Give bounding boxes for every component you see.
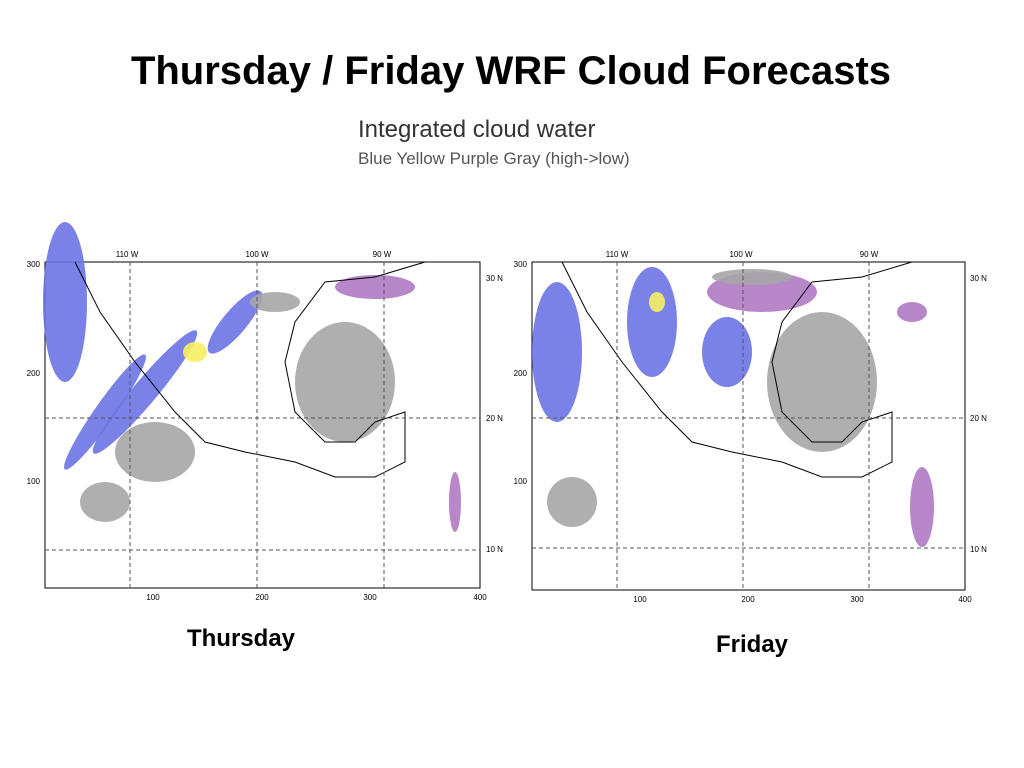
grid-y-label: 100 [27, 477, 41, 486]
latitude-label: 10 N [970, 545, 987, 554]
cloud-area [80, 482, 130, 522]
cloud-area [627, 267, 677, 377]
grid-y-label: 100 [514, 477, 528, 486]
slide-title: Thursday / Friday WRF Cloud Forecasts [131, 49, 891, 93]
cloud-area [449, 472, 461, 532]
longitude-label: 100 W [245, 250, 269, 259]
cloud-area [64, 354, 146, 470]
cloud-area [702, 317, 752, 387]
cloud-area [532, 282, 582, 422]
map-frame [531, 261, 966, 591]
subtitle-line: Blue Yellow Purple Gray (high->low) [358, 149, 630, 168]
longitude-label: 100 W [729, 250, 753, 259]
cloud-area [767, 312, 877, 452]
latitude-label: 30 N [970, 274, 987, 283]
map: 110 W 100 W 90 W 30 N 20 N 10 N 300 200 100 100 20… [514, 250, 987, 604]
latitude-label: 10 N [486, 545, 503, 554]
cloud-area [183, 342, 207, 362]
latitude-label: 20 N [970, 414, 987, 423]
cloud-area [92, 330, 198, 454]
grid-y-label: 300 [514, 260, 528, 269]
longitude-label: 110 W [606, 250, 629, 259]
coastline [561, 261, 913, 478]
cloud-area [547, 477, 597, 527]
subtitle-line: Integrated cloud water [358, 116, 595, 143]
cloud-area [897, 302, 927, 322]
cloud-area [207, 290, 263, 354]
grid-x-label: 100 [146, 593, 160, 602]
grid-y-label: 300 [27, 260, 41, 269]
latitude-label: 30 N [486, 274, 503, 283]
grid-x-label: 400 [958, 595, 972, 604]
longitude-label: 90 W [860, 250, 879, 259]
latitude-label: 20 N [486, 414, 503, 423]
map-caption: Friday [716, 631, 789, 658]
grid-x-label: 300 [850, 595, 864, 604]
grid-y-label: 200 [27, 369, 41, 378]
cloud-area [43, 222, 87, 382]
cloud-area [649, 292, 665, 312]
cloud-area [295, 322, 395, 442]
cloud-area [712, 269, 792, 285]
grid-y-label: 200 [514, 369, 528, 378]
cloud-area [910, 467, 934, 547]
grid-x-label: 400 [473, 593, 487, 602]
cloud-area [115, 422, 195, 482]
cloud-area [335, 275, 415, 299]
longitude-label: 110 W [116, 250, 139, 259]
map-caption: Thursday [187, 625, 296, 652]
longitude-label: 90 W [373, 250, 392, 259]
grid-x-label: 200 [741, 595, 755, 604]
coastline [74, 261, 426, 478]
grid-x-label: 200 [255, 593, 269, 602]
cloud-area [250, 292, 300, 312]
grid-x-label: 100 [633, 595, 647, 604]
grid-x-label: 300 [363, 593, 377, 602]
map: 110 W 100 W 90 W 30 N 20 N 10 N 300 200 100 100 20… [27, 222, 503, 602]
